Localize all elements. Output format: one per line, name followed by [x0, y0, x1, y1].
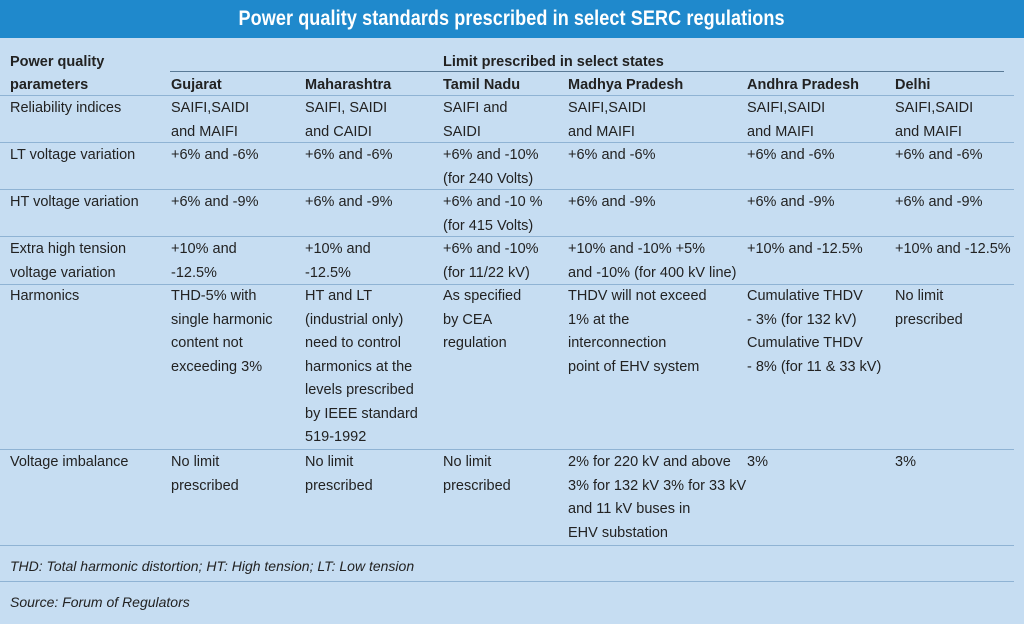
header-state-tamil-nadu: Tamil Nadu: [443, 77, 521, 93]
source-note: Source: Forum of Regulators: [10, 594, 190, 610]
row-divider: [0, 545, 1014, 546]
row-value: Cumulative THDV - 3% (for 132 kV) Cumula…: [747, 288, 882, 375]
header-rule: [0, 95, 1014, 96]
row-value: THDV will not exceed 1% at the interconn…: [568, 288, 707, 375]
row-value: HT and LT (industrial only) need to cont…: [305, 288, 418, 445]
row-divider: [0, 142, 1014, 143]
row-value: +6% and -9%: [305, 194, 393, 210]
row-value: +6% and -9%: [747, 194, 835, 210]
row-value: +10% and -10% +5% and -10% (for 400 kV l…: [568, 241, 737, 281]
row-parameter: Extra high tension voltage variation: [10, 241, 127, 281]
row-value: +6% and -6%: [895, 147, 983, 163]
header-subrule: [170, 71, 1004, 72]
row-value: No limit prescribed: [305, 454, 373, 494]
header-limit-label: Limit prescribed in select states: [443, 54, 664, 70]
row-value: +6% and -6%: [568, 147, 656, 163]
row-divider: [0, 236, 1014, 237]
header-state-madhya-pradesh: Madhya Pradesh: [568, 77, 684, 93]
header-param-line1: Power quality: [10, 54, 105, 70]
row-parameter: Harmonics: [10, 288, 80, 304]
row-parameter: Reliability indices: [10, 100, 122, 116]
row-value: SAIFI,SAIDI and MAIFI: [895, 100, 974, 140]
footnote: THD: Total harmonic distortion; HT: High…: [10, 558, 415, 574]
standards-table: Power quality parameters Limit prescribe…: [0, 38, 1024, 624]
row-value: +6% and -10 % (for 415 Volts): [443, 194, 543, 234]
row-value: +10% and -12.5%: [747, 241, 863, 257]
row-value: SAIFI,SAIDI and MAIFI: [747, 100, 826, 140]
row-divider: [0, 284, 1014, 285]
row-value: +6% and -10% (for 11/22 kV): [443, 241, 539, 281]
row-value: +10% and -12.5%: [171, 241, 237, 281]
row-value: SAIFI,SAIDI and MAIFI: [171, 100, 250, 140]
row-value: THD-5% with single harmonic content not …: [171, 288, 273, 375]
row-value: +6% and -6%: [171, 147, 259, 163]
header-state-gujarat: Gujarat: [171, 77, 222, 93]
row-value: +6% and -6%: [747, 147, 835, 163]
row-value: No limit prescribed: [895, 288, 963, 328]
row-value: No limit prescribed: [171, 454, 239, 494]
row-value: SAIFI, SAIDI and CAIDI: [305, 100, 388, 140]
header-state-delhi: Delhi: [895, 77, 931, 93]
row-value: 3%: [895, 454, 916, 470]
row-value: SAIFI and SAIDI: [443, 100, 508, 140]
row-value: SAIFI,SAIDI and MAIFI: [568, 100, 647, 140]
row-value: 2% for 220 kV and above 3% for 132 kV 3%…: [568, 454, 747, 541]
row-value: +6% and -6%: [305, 147, 393, 163]
row-value: No limit prescribed: [443, 454, 511, 494]
title-bar: Power quality standards prescribed in se…: [0, 0, 1024, 38]
header-param-line2: parameters: [10, 77, 89, 93]
row-value: +10% and -12.5%: [895, 241, 1011, 257]
row-value: As specified by CEA regulation: [443, 288, 522, 351]
row-parameter: Voltage imbalance: [10, 454, 129, 470]
row-divider: [0, 189, 1014, 190]
row-parameter: LT voltage variation: [10, 147, 136, 163]
footnote-divider: [0, 581, 1014, 582]
header-state-maharashtra: Maharashtra: [305, 77, 392, 93]
row-parameter: HT voltage variation: [10, 194, 139, 210]
row-value: +6% and -9%: [568, 194, 656, 210]
table-title: Power quality standards prescribed in se…: [238, 7, 786, 30]
row-divider: [0, 449, 1014, 450]
header-state-andhra-pradesh: Andhra Pradesh: [747, 77, 859, 93]
row-value: +6% and -9%: [171, 194, 259, 210]
row-value: 3%: [747, 454, 768, 470]
row-value: +6% and -10% (for 240 Volts): [443, 147, 539, 187]
row-value: +6% and -9%: [895, 194, 983, 210]
row-value: +10% and -12.5%: [305, 241, 371, 281]
